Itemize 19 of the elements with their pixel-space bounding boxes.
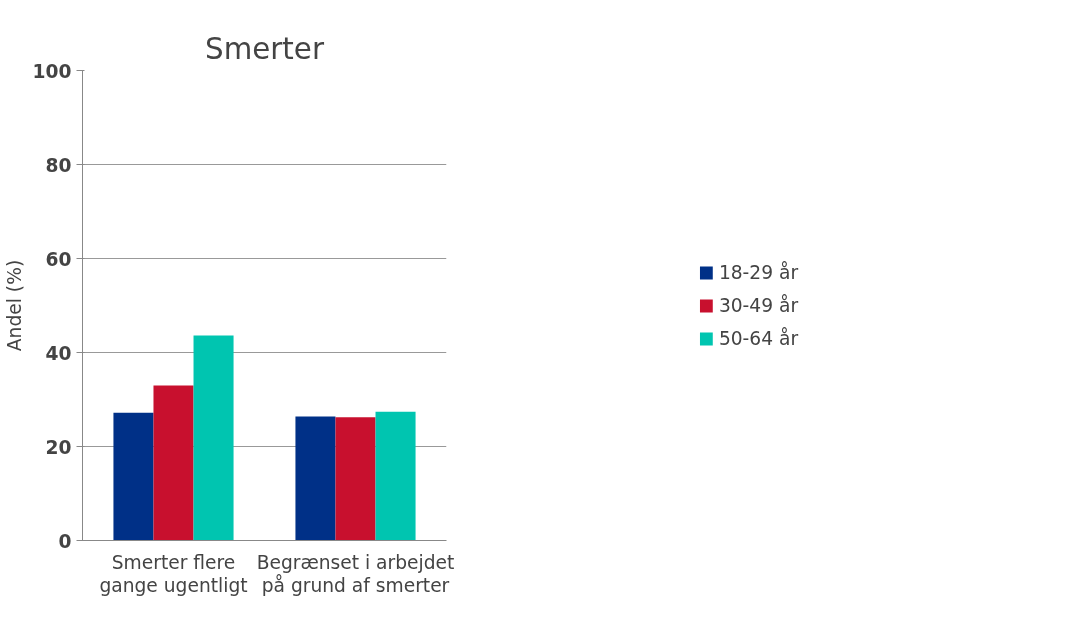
y-tick-label: 0 (58, 530, 72, 552)
bar (295, 416, 336, 541)
bar (193, 335, 234, 541)
bar (113, 412, 154, 541)
x-tick-label: Begrænset i arbejdet på grund af smerter (256, 551, 455, 596)
legend-label: 50-64 år (718, 327, 799, 349)
legend-label: 30-49 år (718, 294, 799, 316)
y-tick-label: 100 (32, 60, 72, 82)
y-tick-label: 40 (45, 342, 72, 364)
bar (153, 385, 194, 541)
y-axis-title: Andel (%) (3, 259, 25, 352)
legend-label: 18-29 år (718, 261, 799, 283)
y-tick-label: 80 (45, 154, 72, 176)
chart-title: Smerter (205, 31, 325, 66)
bar (335, 417, 376, 541)
y-tick-label: 60 (45, 248, 72, 270)
bar (375, 411, 416, 541)
x-tick-label: Smerter flere gange ugentligt (99, 551, 248, 596)
y-tick-label: 20 (45, 436, 72, 458)
